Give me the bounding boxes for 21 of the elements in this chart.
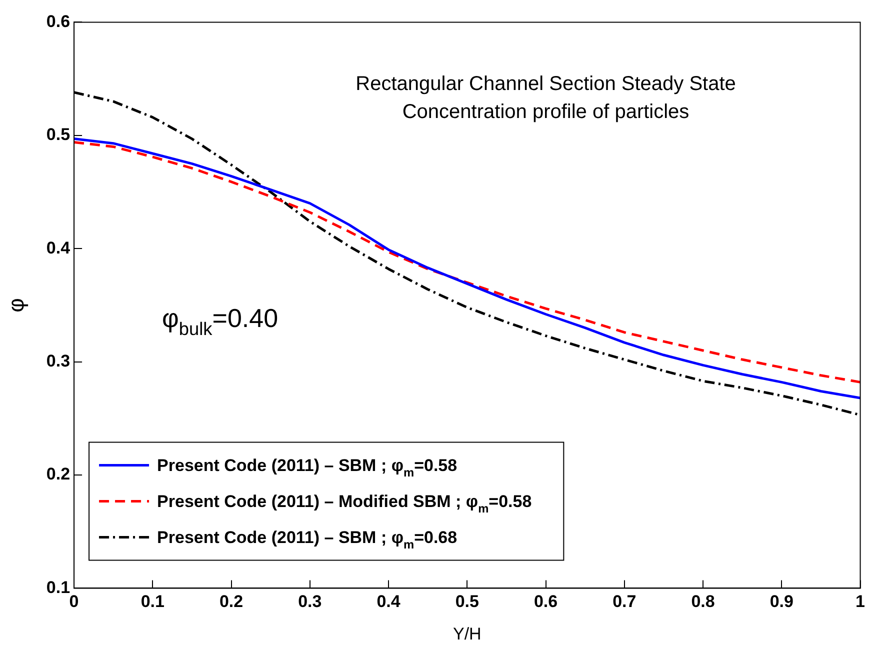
annotation: Concentration profile of particles xyxy=(402,101,690,124)
x-tick-label: 0.2 xyxy=(219,592,244,612)
y-tick-label: 0.2 xyxy=(46,464,70,484)
x-tick-label: 0.4 xyxy=(376,592,401,612)
x-tick-label: 0.8 xyxy=(691,592,715,612)
y-tick-label: 0.4 xyxy=(46,238,71,258)
annotation: Rectangular Channel Section Steady State xyxy=(356,73,736,96)
x-tick-label: 1 xyxy=(856,592,866,612)
x-tick-label: 0.6 xyxy=(534,592,558,612)
x-tick-label: 0.9 xyxy=(770,592,794,612)
x-tick-label: 0.3 xyxy=(298,592,322,612)
x-tick-label: 0.1 xyxy=(140,592,164,612)
x-tick-label: 0 xyxy=(69,592,79,612)
y-axis-title: φ xyxy=(3,298,28,312)
x-axis-title: Y/H xyxy=(452,624,482,644)
y-tick-label: 0.3 xyxy=(46,351,70,370)
x-tick-label: 0.5 xyxy=(455,592,479,612)
x-tick-label: 0.7 xyxy=(612,592,636,612)
y-tick-label: 0.6 xyxy=(46,12,70,31)
y-tick-label: 0.5 xyxy=(46,125,70,144)
y-tick-label: 0.1 xyxy=(46,578,70,597)
